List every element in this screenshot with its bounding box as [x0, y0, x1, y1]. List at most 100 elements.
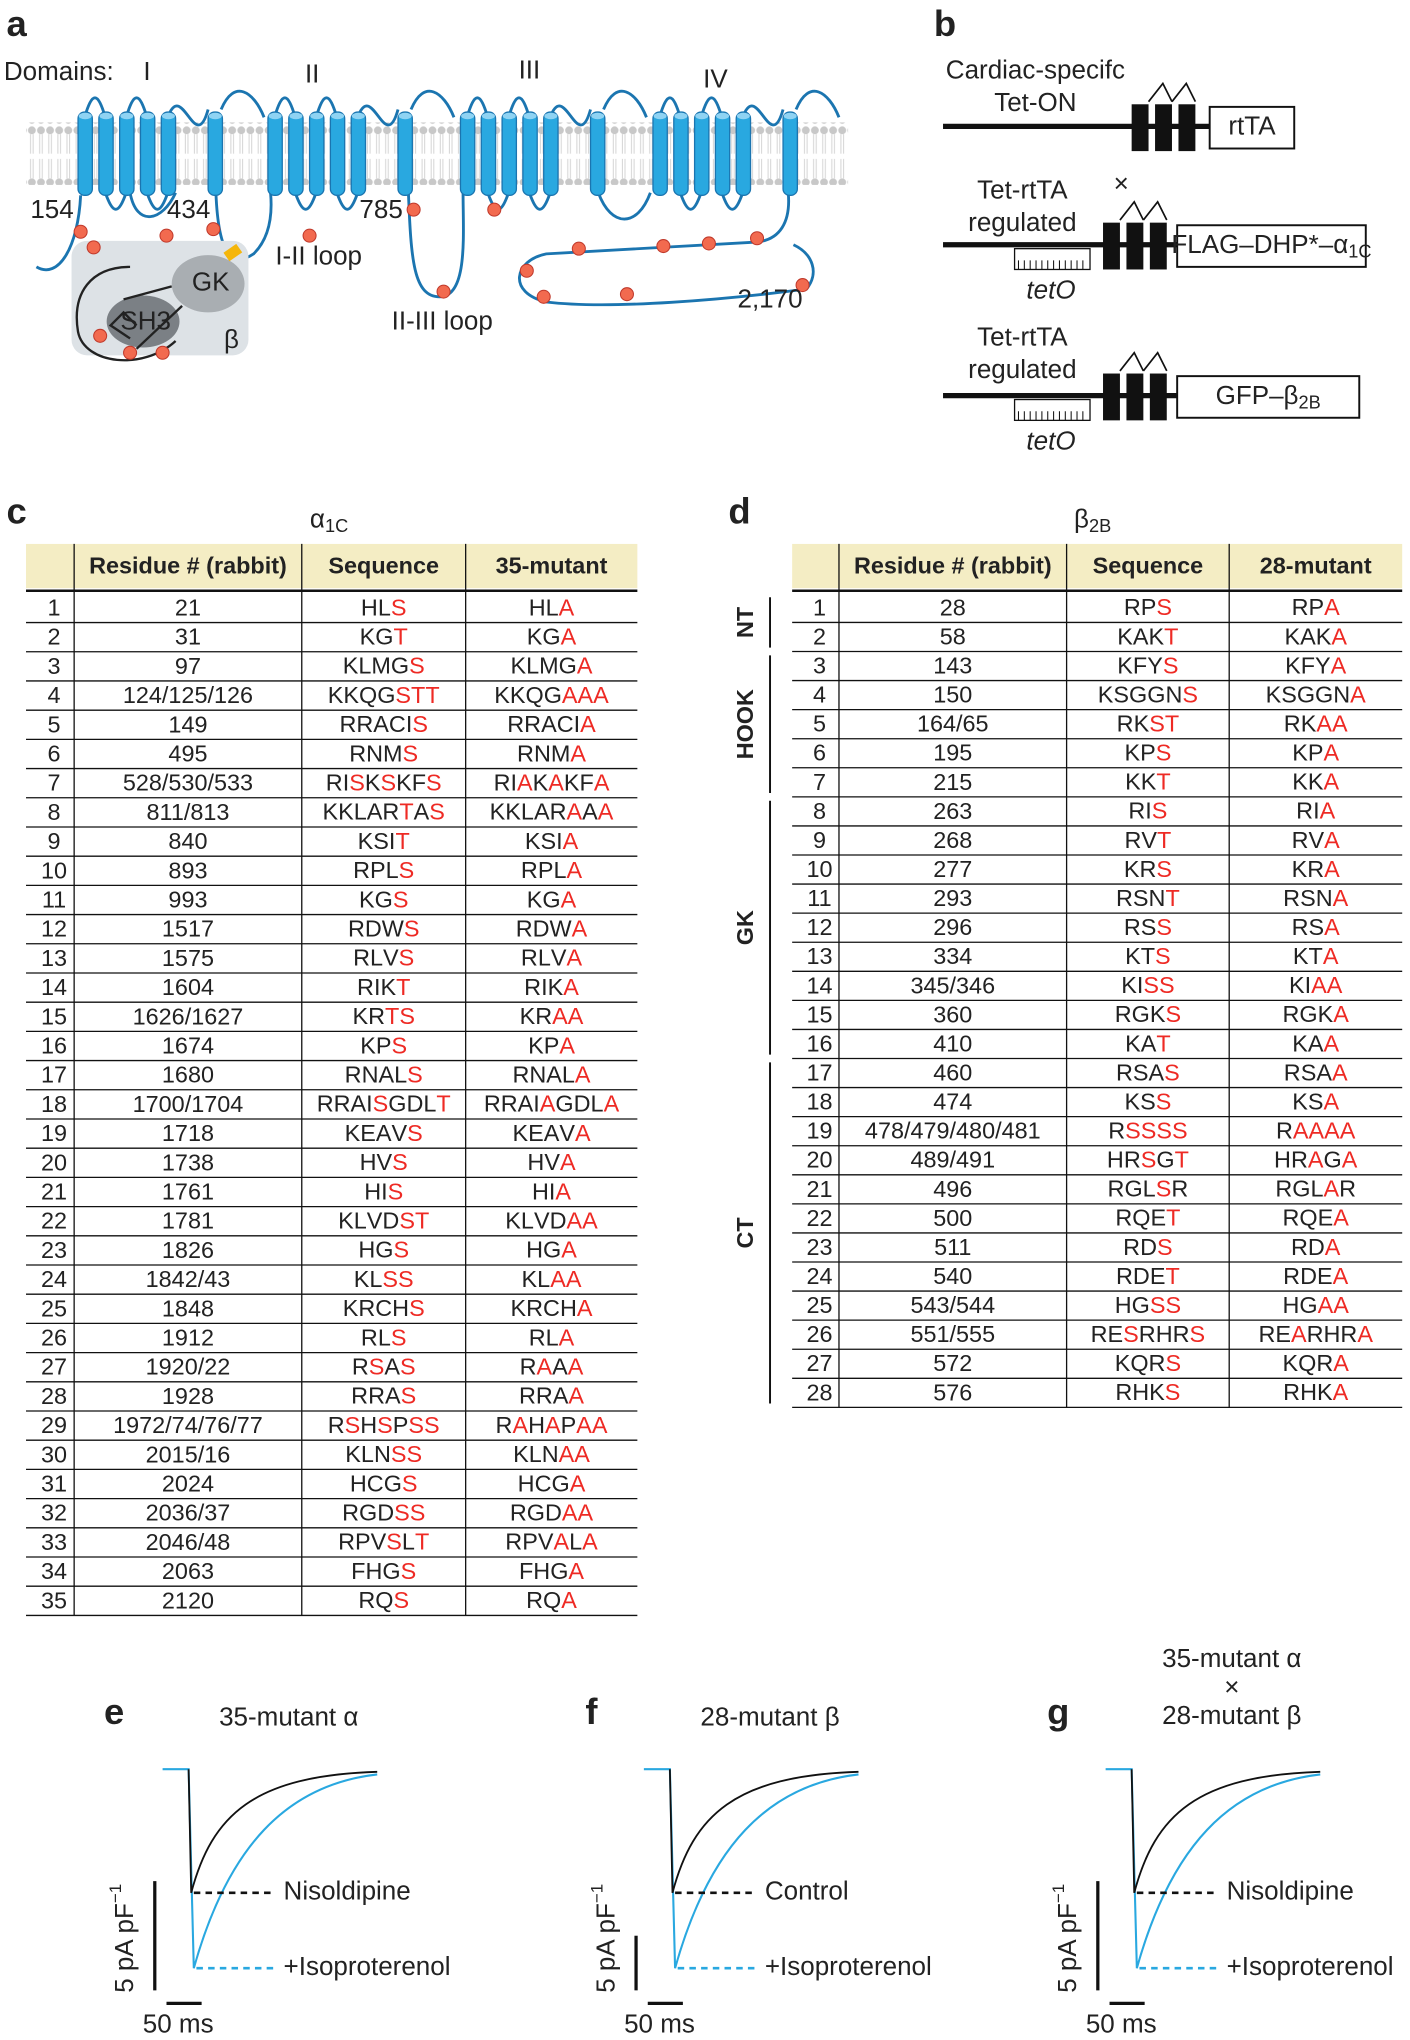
residue: A	[540, 1091, 556, 1117]
residue: Q	[1130, 1350, 1148, 1376]
helix	[501, 111, 518, 196]
gene-box	[1176, 224, 1367, 268]
residue: R	[1283, 1205, 1300, 1231]
row-number: 16	[41, 1032, 67, 1058]
residue-cell: 495	[168, 740, 207, 766]
row-number: 10	[41, 857, 67, 883]
residue-cell: 1912	[162, 1324, 214, 1350]
residue: H	[1283, 1292, 1300, 1318]
helix-top	[591, 112, 605, 120]
residue-cell: 572	[933, 1350, 972, 1376]
residue: A	[1325, 1234, 1341, 1260]
sequence-cell: RNALA	[512, 1062, 590, 1088]
residue: S	[1157, 1234, 1173, 1260]
helix	[693, 111, 710, 196]
residue: T	[436, 1091, 450, 1117]
sequence-cell: RAAAA	[1276, 1118, 1356, 1144]
residue: S	[393, 1237, 409, 1263]
residue: K	[1098, 682, 1114, 708]
residue: A	[561, 1587, 577, 1613]
residue: G	[377, 682, 395, 708]
residue: S	[1143, 972, 1159, 998]
residue: P	[544, 1032, 560, 1058]
residue-cell: 143	[933, 653, 972, 679]
phospho-site	[750, 231, 765, 246]
residue: I	[541, 974, 548, 1000]
residue: K	[511, 1295, 527, 1321]
residue-cell: 576	[933, 1379, 972, 1405]
title: α	[310, 503, 325, 533]
sequence-cell: RIAKAKFA	[494, 770, 610, 796]
phospho-site	[123, 345, 138, 360]
residue: S	[392, 1149, 408, 1175]
residue: A	[577, 1295, 593, 1321]
residue-cell: 1928	[162, 1383, 214, 1409]
helix	[308, 111, 325, 196]
domain-label: III	[519, 55, 541, 85]
residue-cell: 474	[933, 1089, 972, 1115]
sequence-cell: RGLSR	[1108, 1176, 1189, 1202]
phospho-site	[571, 241, 586, 256]
residue: A	[568, 1003, 584, 1029]
phospho-site	[155, 345, 170, 360]
helix	[782, 111, 799, 196]
residue: A	[1324, 827, 1340, 853]
column-header: 28-mutant	[1260, 553, 1372, 579]
gene-label: rtTA	[1228, 111, 1276, 141]
residue: K	[1141, 769, 1157, 795]
row-number: 2	[47, 624, 60, 650]
residue: S	[1156, 594, 1172, 620]
residue: S	[1141, 1118, 1157, 1144]
sequence-cell: KSGGNS	[1098, 682, 1198, 708]
sequence-cell: REARHRA	[1258, 1321, 1373, 1347]
residue: P	[376, 1032, 392, 1058]
residue: A	[546, 1062, 562, 1088]
residue: A	[1141, 1030, 1157, 1056]
residue: K	[365, 770, 381, 796]
residue: H	[533, 1558, 550, 1584]
sequence-cell: RLVS	[353, 945, 414, 971]
residue: R	[1275, 1176, 1292, 1202]
residue: K	[380, 974, 396, 1000]
exon	[1178, 104, 1196, 152]
residue: R	[1124, 1147, 1141, 1173]
helix-top	[310, 112, 324, 120]
sequence-cell: RRAIAGDLA	[484, 1091, 620, 1117]
panel-label: g	[1047, 1691, 1069, 1732]
residue: A	[559, 1441, 575, 1467]
residue: S	[409, 653, 425, 679]
domains-label: Domains:	[4, 56, 114, 86]
residue: S	[391, 594, 407, 620]
sequence-cell: RESRHRS	[1091, 1321, 1206, 1347]
residue: R	[1115, 1205, 1132, 1231]
panels-efg: e 35-mutant α Nisoldipine +Isoproterenol 5 p…	[104, 1643, 1393, 2039]
sequence-cell: RDWS	[348, 916, 420, 942]
sequence-cell: RGDAA	[510, 1500, 594, 1526]
residue: L	[386, 857, 399, 883]
residue: H	[365, 1558, 382, 1584]
residue: R	[348, 916, 365, 942]
row-number: 17	[806, 1060, 832, 1086]
header-bg	[26, 543, 638, 589]
residue: I	[406, 711, 413, 737]
residue-cell: 164/65	[917, 711, 989, 737]
residue: A	[1133, 623, 1149, 649]
residue: S	[426, 770, 442, 796]
residue-cell: 460	[933, 1060, 972, 1086]
residue: A	[594, 770, 610, 796]
phospho-site	[701, 236, 716, 251]
residue: I	[366, 1091, 373, 1117]
residue: R	[516, 916, 533, 942]
residue: N	[542, 1441, 559, 1467]
residue: P	[393, 1412, 409, 1438]
residue: S	[393, 1587, 409, 1613]
residue-cell: 345/346	[910, 972, 995, 998]
residue-cell: 543/544	[910, 1292, 995, 1318]
residue: T	[1156, 1030, 1170, 1056]
residue: K	[1124, 856, 1140, 882]
residue: R	[524, 711, 541, 737]
gene-box	[1208, 105, 1296, 150]
residue: I	[1137, 972, 1144, 998]
sequence-cell: KLVDST	[338, 1208, 429, 1234]
residue: S	[1156, 1176, 1172, 1202]
